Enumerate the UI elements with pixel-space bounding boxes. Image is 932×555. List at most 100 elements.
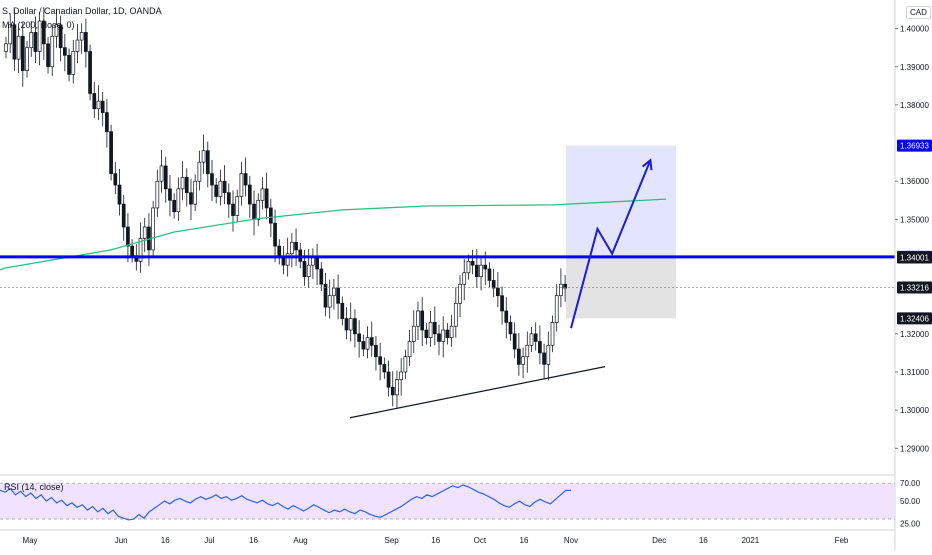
time-tick-label: Jun	[115, 536, 128, 545]
candle-body	[151, 207, 155, 251]
price-label: 1.36933	[900, 142, 929, 151]
candle-body	[315, 257, 319, 270]
candle-body	[529, 333, 534, 346]
candle-body	[268, 207, 273, 224]
candle-body	[264, 188, 269, 209]
candle-body	[46, 43, 50, 68]
candle-body	[159, 165, 164, 182]
candle-body	[374, 344, 378, 358]
candle-body	[348, 318, 353, 331]
candle-body	[113, 173, 118, 186]
candle-body	[357, 333, 361, 342]
candle-body	[184, 177, 189, 194]
candle-body	[33, 32, 38, 52]
candle-body	[508, 322, 513, 335]
candle-body	[424, 329, 429, 339]
ma200-line	[0, 198, 667, 271]
candle-body	[205, 150, 210, 174]
candle-body	[109, 131, 113, 174]
candle-body	[361, 341, 366, 350]
candle-body	[550, 322, 555, 346]
candle-body	[189, 192, 193, 205]
candle-body	[50, 35, 55, 68]
candle-body	[500, 295, 504, 312]
candle-body	[504, 310, 509, 323]
candle-body	[487, 268, 492, 281]
candle-body	[37, 20, 42, 52]
candle-body	[218, 180, 223, 197]
price-label: 1.33216	[900, 283, 929, 292]
candle-body	[491, 280, 496, 289]
candle-body	[54, 24, 59, 37]
candle-body	[332, 287, 336, 297]
candle-body	[340, 302, 345, 319]
candle-body	[281, 257, 286, 266]
candle-body	[390, 386, 395, 396]
candle-body	[239, 173, 244, 197]
candle-body	[517, 348, 521, 365]
candle-body	[441, 329, 446, 342]
rsi-tick-label: 70.00	[900, 479, 921, 488]
time-tick-label: Aug	[293, 536, 307, 545]
time-tick-label: Dec	[652, 536, 666, 545]
candle-body	[428, 322, 433, 339]
candle-body	[554, 295, 559, 323]
candle-body	[525, 344, 530, 358]
candle-body	[327, 295, 332, 308]
candle-body	[445, 329, 450, 339]
candle-body	[311, 257, 315, 266]
candle-body	[130, 245, 134, 256]
candle-body	[559, 283, 563, 297]
candle-body	[214, 184, 219, 197]
time-tick-label: Feb	[835, 536, 849, 545]
time-tick-label: Sep	[385, 536, 400, 545]
candles-group	[4, 7, 567, 409]
candle-body	[71, 51, 76, 75]
candle-body	[260, 188, 265, 201]
currency-button[interactable]: CAD	[906, 6, 931, 19]
candle-body	[142, 226, 147, 239]
price-tick-label: 1.29000	[900, 444, 929, 453]
candle-body	[382, 364, 387, 373]
candle-body	[180, 177, 185, 190]
candle-body	[100, 100, 105, 113]
candle-body	[121, 203, 126, 228]
price-tick-label: 1.39000	[900, 63, 929, 72]
candle-body	[395, 379, 399, 396]
candle-body	[323, 283, 328, 308]
candle-body	[319, 268, 324, 285]
candle-body	[20, 35, 25, 71]
candle-body	[302, 260, 307, 277]
price-tick-label: 1.30000	[900, 406, 929, 415]
price-tick-label: 1.31000	[900, 368, 929, 377]
candle-body	[75, 39, 80, 52]
candle-body	[4, 43, 8, 52]
price-label: 1.32406	[900, 314, 929, 323]
candle-body	[201, 150, 206, 163]
candle-body	[138, 238, 143, 262]
candle-body	[168, 188, 172, 201]
candle-body	[247, 184, 252, 205]
time-tick-label: 16	[520, 536, 529, 545]
price-label: 1.34001	[900, 253, 929, 262]
time-tick-label: 16	[161, 536, 170, 545]
price-tick-label: 1.38000	[900, 101, 929, 110]
candle-body	[256, 199, 261, 220]
candle-body	[197, 161, 202, 182]
candle-body	[399, 371, 404, 380]
candle-body	[462, 272, 467, 285]
candle-body	[210, 173, 214, 186]
candle-body	[163, 165, 168, 190]
candle-body	[458, 283, 462, 304]
candle-body	[63, 47, 67, 56]
candle-body	[344, 318, 349, 331]
price-tick-label: 1.36000	[900, 177, 929, 186]
price-label-box	[897, 251, 932, 264]
candle-body	[12, 24, 17, 60]
candle-body	[369, 337, 374, 346]
candle-body	[386, 371, 391, 388]
price-label-box	[897, 281, 932, 294]
candle-body	[336, 287, 340, 304]
